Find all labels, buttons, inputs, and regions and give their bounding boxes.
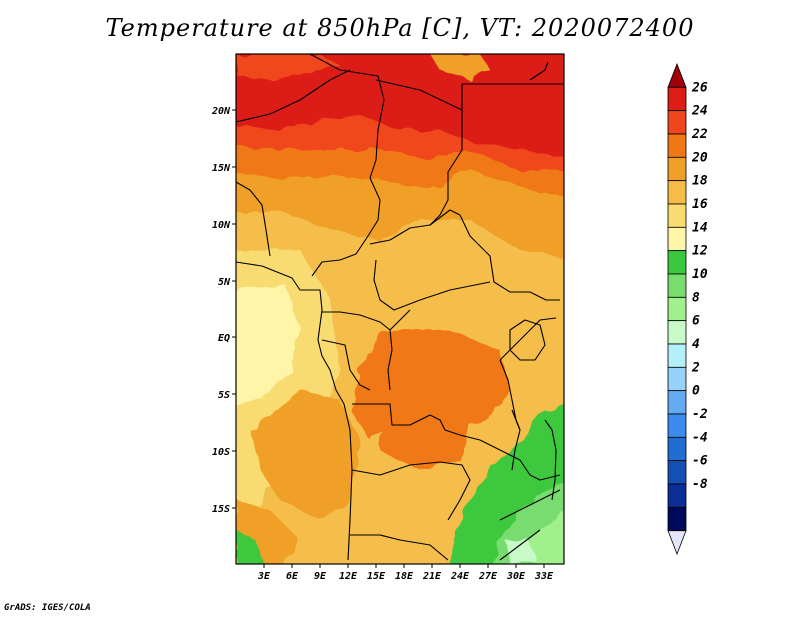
colorbar-swatch (667, 226, 687, 252)
credit-text: GrADS: IGES/COLA (4, 603, 91, 613)
colorbar-label: 8 (692, 290, 700, 305)
lon-label: 21E (422, 571, 442, 582)
lon-label: 15E (367, 571, 386, 582)
colorbar-label: -8 (692, 477, 708, 492)
lat-label: 5N (218, 277, 231, 288)
colorbar-swatch (667, 366, 687, 392)
lon-label: 27E (478, 571, 498, 582)
lat-label: 10S (212, 447, 230, 458)
colorbar-label: 12 (692, 244, 708, 259)
lat-label: 5S (218, 390, 230, 401)
colorbar-swatch (667, 133, 687, 158)
colorbar-label: 22 (691, 127, 708, 142)
colorbar-label: 0 (692, 384, 700, 399)
lon-label: 18E (395, 571, 414, 582)
colorbar-label: 26 (691, 80, 708, 95)
map-frame (235, 53, 565, 565)
colorbar-swatch (667, 180, 687, 205)
colorbar-swatch (667, 273, 687, 298)
lat-label: 15N (212, 163, 231, 174)
colorbar-swatch (667, 343, 687, 368)
colorbar-swatch (667, 320, 687, 345)
colorbar-label: 4 (692, 337, 700, 352)
lon-label: 30E (506, 571, 526, 582)
colorbar-swatch (667, 390, 687, 415)
colorbar-swatch (667, 460, 687, 485)
lat-label: 20N (211, 106, 231, 117)
colorbar-label: 18 (692, 174, 708, 189)
lon-label: 12E (339, 571, 358, 582)
colorbar-label: 24 (691, 104, 708, 119)
colorbar-label: 6 (692, 314, 700, 329)
colorbar-label: 14 (692, 220, 708, 235)
colorbar-label: 20 (691, 150, 708, 165)
colorbar-swatch (667, 203, 687, 228)
colorbar-label: -6 (692, 454, 708, 469)
colorbar-swatch (667, 483, 687, 508)
lat-label: 15S (212, 504, 230, 515)
lon-label: 6E (286, 571, 299, 582)
colorbar-swatch (667, 250, 687, 275)
colorbar-label: 16 (692, 197, 708, 212)
colorbar-swatch (667, 436, 687, 462)
lon-label: 33E (534, 571, 554, 582)
colorbar-swatch (667, 530, 687, 556)
lon-label: 9E (314, 571, 327, 582)
temperature-field (236, 54, 564, 564)
colorbar-swatch (667, 413, 687, 438)
colorbar-label: 10 (692, 267, 708, 282)
colorbar-label: -2 (692, 407, 708, 422)
lat-label: EQ (218, 333, 230, 344)
colorbar-label: -4 (692, 430, 708, 445)
lat-label: 10N (212, 220, 231, 231)
lon-label: 24E (450, 571, 470, 582)
colorbar-swatch (667, 62, 687, 88)
colorbar-label: 2 (691, 360, 700, 375)
colorbar-swatch (667, 506, 687, 532)
colorbar-swatch (667, 296, 687, 322)
axis-ticks (232, 109, 545, 568)
chart-title: Temperature at 850hPa [C], VT: 202007240… (105, 14, 695, 42)
colorbar-swatch (667, 110, 687, 135)
colorbar-swatch (667, 156, 687, 182)
lon-label: 3E (257, 571, 271, 582)
colorbar-swatch (667, 86, 687, 112)
